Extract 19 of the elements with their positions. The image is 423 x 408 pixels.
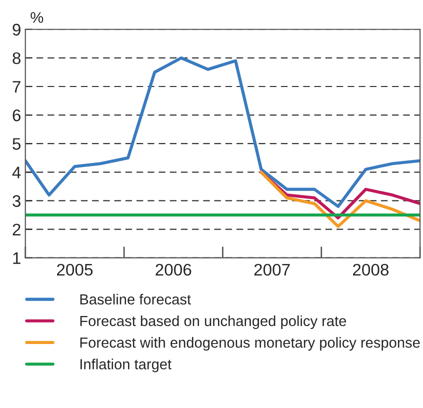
legend-label: Forecast with endogenous monetary policy response: [80, 337, 420, 351]
y-tick-label: 6: [12, 109, 20, 122]
y-tick-label: 4: [12, 166, 21, 178]
x-tick-label: 2008: [353, 264, 389, 276]
y-tick-label: 3: [12, 195, 20, 207]
x-tick-label: 2006: [156, 264, 192, 276]
y-tick-label: 7: [12, 81, 20, 93]
x-tick-label: 2007: [254, 264, 290, 276]
y-tick-label: 8: [12, 52, 20, 64]
y-tick-label: 5: [12, 138, 21, 150]
y-tick-label: 9: [12, 24, 20, 36]
y-tick-label: 2: [12, 224, 20, 236]
x-tick-label: 2005: [57, 264, 93, 276]
legend-label: Baseline forecast: [80, 294, 191, 305]
legend-label: Inflation target: [80, 358, 172, 372]
legend-label: Forecast based on unchanged policy rate: [80, 315, 346, 330]
y-axis-title: %: [30, 12, 44, 23]
y-tick-label: 1: [13, 252, 20, 264]
line-series: [25, 56, 420, 208]
